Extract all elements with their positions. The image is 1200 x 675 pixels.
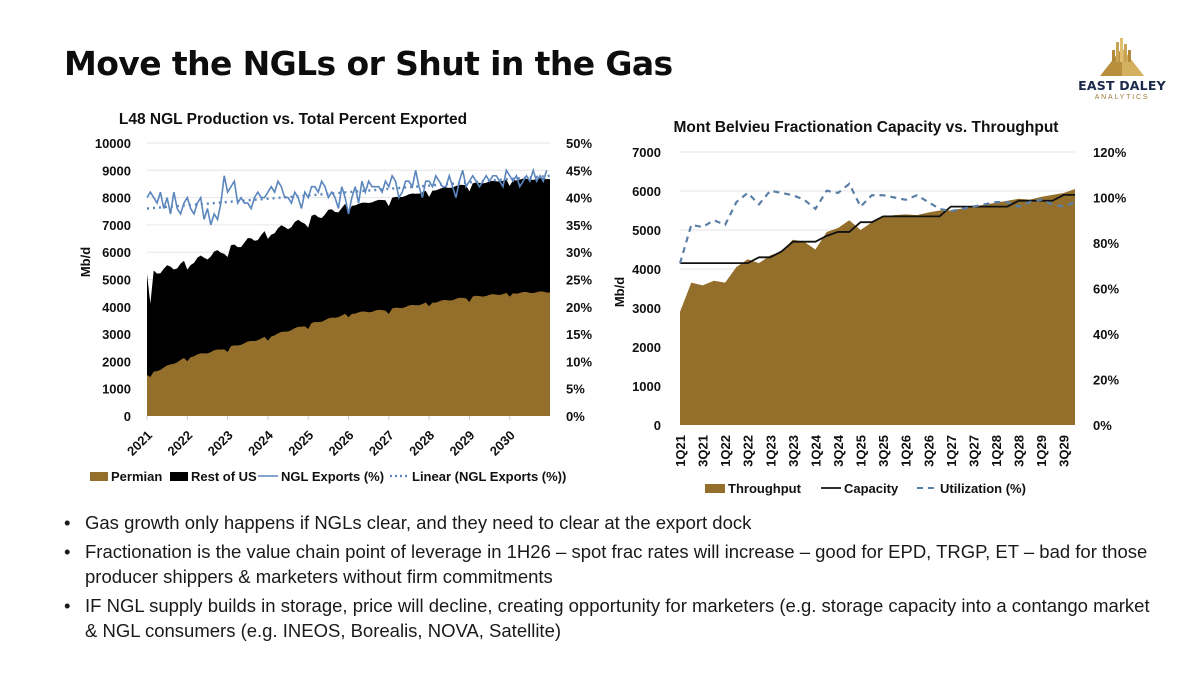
throughput-area xyxy=(680,189,1075,425)
bullet-glyph: • xyxy=(64,541,71,562)
x-tick-label: 3Q24 xyxy=(831,434,846,467)
y2-tick-label: 60% xyxy=(1093,282,1119,297)
x-tick-label: 3Q29 xyxy=(1057,435,1072,467)
y2-tick-label: 100% xyxy=(1093,191,1127,206)
x-tick-label: 1Q21 xyxy=(673,435,688,467)
x-tick-label: 1Q27 xyxy=(944,435,959,467)
y2-tick-label: 5% xyxy=(566,382,585,397)
legend-swatch-permian xyxy=(90,472,108,481)
y-tick-label: 0 xyxy=(124,409,131,424)
permian-area xyxy=(147,291,550,416)
y-tick-label: 5000 xyxy=(632,223,661,238)
y-tick-label: 6000 xyxy=(102,245,131,260)
bullet-item: • Fractionation is the value chain point … xyxy=(64,539,1154,589)
y-tick-label: 10000 xyxy=(95,136,131,151)
utilization-line xyxy=(678,182,1076,264)
y-axis-label: Mb/d xyxy=(78,247,93,277)
y-tick-label: 4000 xyxy=(102,300,131,315)
x-tick-label: 3Q27 xyxy=(966,435,981,467)
x-tick-label: 3Q21 xyxy=(696,435,711,467)
bullet-text: IF NGL supply builds in storage, price w… xyxy=(85,595,1150,641)
y-tick-label: 3000 xyxy=(102,327,131,342)
bullet-list: • Gas growth only happens if NGLs clear, … xyxy=(64,510,1154,647)
legend-label: Throughput xyxy=(728,481,802,496)
y2-tick-label: 20% xyxy=(566,300,592,315)
ngl-exports-line xyxy=(146,167,548,226)
y-tick-label: 2000 xyxy=(102,354,131,369)
legend-label: Utilization (%) xyxy=(940,481,1026,496)
y-tick-label: 1000 xyxy=(102,382,131,397)
fractionation-chart: Mont Belvieu Fractionation Capacity vs. … xyxy=(612,119,1127,496)
capacity-line xyxy=(680,193,1075,265)
y2-tick-label: 80% xyxy=(1093,236,1119,251)
y-tick-label: 7000 xyxy=(102,218,131,233)
y2-tick-label: 25% xyxy=(566,273,592,288)
y-tick-label: 9000 xyxy=(102,163,131,178)
bullet-text: Fractionation is the value chain point o… xyxy=(85,541,1148,587)
bullet-glyph: • xyxy=(64,512,71,533)
x-tick-label: 3Q25 xyxy=(876,435,891,467)
y2-tick-label: 15% xyxy=(566,327,592,342)
x-tick-label: 3Q28 xyxy=(1012,435,1027,467)
y2-tick-label: 120% xyxy=(1093,145,1127,160)
x-tick-label: 3Q26 xyxy=(921,435,936,467)
legend-swatch-throughput xyxy=(705,484,725,493)
ngl-production-chart: L48 NGL Production vs. Total Percent Exp… xyxy=(78,111,592,484)
slide-title: Move the NGLs or Shut in the Gas xyxy=(64,44,673,83)
legend-swatch-rest xyxy=(170,472,188,481)
legend-label: Rest of US xyxy=(191,469,257,484)
y2-tick-label: 50% xyxy=(566,136,592,151)
y-tick-label: 6000 xyxy=(632,184,661,199)
x-tick-label: 1Q26 xyxy=(899,435,914,467)
y-tick-label: 0 xyxy=(654,418,661,433)
y-tick-label: 5000 xyxy=(102,273,131,288)
y-tick-label: 3000 xyxy=(632,301,661,316)
bullet-item: • IF NGL supply builds in storage, price … xyxy=(64,593,1154,643)
x-tick-label: 1Q25 xyxy=(854,435,869,467)
x-tick-label: 3Q22 xyxy=(741,435,756,467)
logo-name: EAST DALEY xyxy=(1078,78,1166,93)
y-tick-label: 7000 xyxy=(632,145,661,160)
bullet-glyph: • xyxy=(64,595,71,616)
y-tick-label: 4000 xyxy=(632,262,661,277)
x-tick-label: 1Q23 xyxy=(763,435,778,467)
legend-label: Permian xyxy=(111,469,162,484)
y2-tick-label: 20% xyxy=(1093,373,1119,388)
y-tick-label: 2000 xyxy=(632,340,661,355)
y2-tick-label: 40% xyxy=(1093,327,1119,342)
x-tick-label: 3Q23 xyxy=(786,435,801,467)
y2-tick-label: 40% xyxy=(566,191,592,206)
y-tick-label: 1000 xyxy=(632,379,661,394)
x-tick-label: 1Q28 xyxy=(989,435,1004,467)
y-axis-label: Mb/d xyxy=(612,277,627,307)
y2-tick-label: 45% xyxy=(566,163,592,178)
x-tick-label: 1Q24 xyxy=(808,434,823,467)
y2-tick-label: 30% xyxy=(566,245,592,260)
y2-tick-label: 0% xyxy=(1093,418,1112,433)
x-tick-label: 1Q22 xyxy=(718,435,733,467)
y2-tick-label: 35% xyxy=(566,218,592,233)
chart-title: L48 NGL Production vs. Total Percent Exp… xyxy=(119,111,467,128)
logo-subtitle: ANALYTICS xyxy=(1094,94,1150,101)
legend-label: Capacity xyxy=(844,481,899,496)
y2-tick-label: 10% xyxy=(566,354,592,369)
bullet-item: • Gas growth only happens if NGLs clear, … xyxy=(64,510,1154,535)
bullet-text: Gas growth only happens if NGLs clear, a… xyxy=(85,512,752,533)
company-logo: EAST DALEY ANALYTICS xyxy=(1072,38,1192,108)
legend-label: Linear (NGL Exports (%)) xyxy=(412,469,566,484)
pyramid-skyline-logo-icon xyxy=(1100,38,1144,76)
chart-title: Mont Belvieu Fractionation Capacity vs. … xyxy=(674,119,1059,136)
x-tick-label: 1Q29 xyxy=(1034,435,1049,467)
linear-trend-line xyxy=(146,174,551,210)
legend-label: NGL Exports (%) xyxy=(281,469,384,484)
y2-tick-label: 0% xyxy=(566,409,585,424)
y-tick-label: 8000 xyxy=(102,191,131,206)
